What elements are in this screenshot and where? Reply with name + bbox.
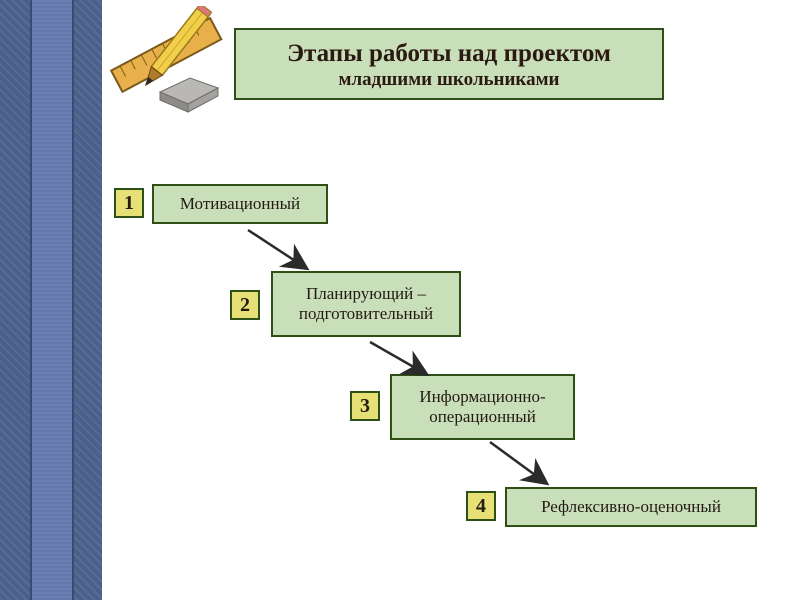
step-box-1: Мотивационный xyxy=(152,184,328,224)
step-box-3: Информационно-операционный xyxy=(390,374,575,440)
title-line-1: Этапы работы над проектом xyxy=(252,40,646,69)
step-number-1: 1 xyxy=(114,188,144,218)
step-number-2: 2 xyxy=(230,290,260,320)
step-box-4: Рефлексивно-оценочный xyxy=(505,487,757,527)
step-box-2: Планирующий –подготовительный xyxy=(271,271,461,337)
slide-canvas: Этапы работы над проектом младшими школь… xyxy=(0,0,800,600)
step-number-4: 4 xyxy=(466,491,496,521)
title-box: Этапы работы над проектом младшими школь… xyxy=(234,28,664,100)
arrow-2 xyxy=(370,342,426,374)
decorative-left-strip-inner xyxy=(30,0,74,600)
title-line-2: младшими школьниками xyxy=(252,69,646,91)
arrow-1 xyxy=(248,230,306,268)
step-number-3: 3 xyxy=(350,391,380,421)
arrow-3 xyxy=(490,442,546,483)
clipart-pencil-ruler-icon xyxy=(108,6,228,106)
decorative-left-strip xyxy=(0,0,102,600)
